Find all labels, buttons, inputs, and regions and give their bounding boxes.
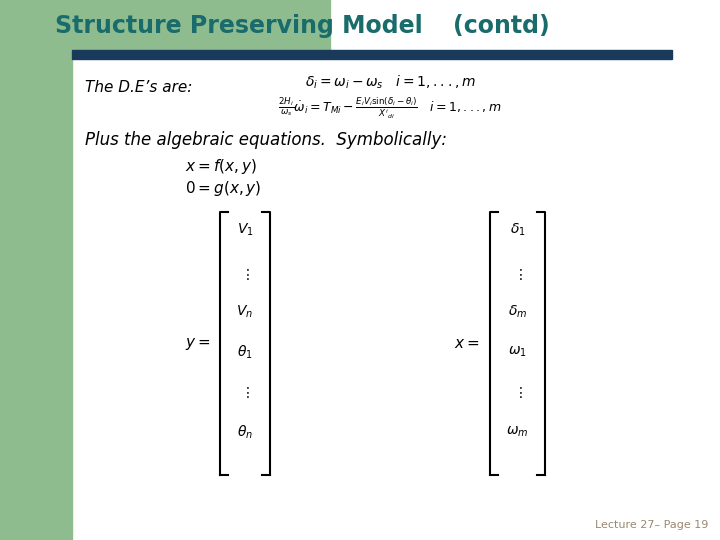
- Text: $\delta_1$: $\delta_1$: [510, 222, 526, 238]
- Bar: [72, 50, 672, 59]
- Text: $\vdots$: $\vdots$: [240, 384, 250, 400]
- Text: (contd): (contd): [453, 14, 550, 38]
- Text: $\delta_i = \omega_i - \omega_s \quad i = 1,...,m$: $\delta_i = \omega_i - \omega_s \quad i …: [305, 73, 475, 91]
- Text: $V_n$: $V_n$: [236, 304, 253, 320]
- Text: $V_1$: $V_1$: [237, 222, 253, 238]
- Text: The D.E’s are:: The D.E’s are:: [85, 80, 192, 96]
- Text: Structure Preserving Model: Structure Preserving Model: [55, 14, 423, 38]
- Text: Plus the algebraic equations.  Symbolically:: Plus the algebraic equations. Symbolical…: [85, 131, 447, 149]
- Text: $\vdots$: $\vdots$: [240, 267, 250, 281]
- Bar: [0, 0, 330, 50]
- Text: $\delta_m$: $\delta_m$: [508, 304, 527, 320]
- Text: $\vdots$: $\vdots$: [513, 384, 522, 400]
- Text: $\theta_n$: $\theta_n$: [237, 423, 253, 441]
- Text: $\theta_1$: $\theta_1$: [237, 343, 253, 361]
- Text: $\frac{2H_i}{\omega_s}\dot{\omega}_i = T_{Mi} - \frac{E_i V_i \sin(\delta_i - \t: $\frac{2H_i}{\omega_s}\dot{\omega}_i = T…: [278, 96, 502, 120]
- Text: $y = $: $y = $: [184, 335, 210, 352]
- Text: $x = $: $x = $: [454, 336, 480, 351]
- Text: $\omega_m$: $\omega_m$: [506, 425, 528, 439]
- Text: $0 = g(x, y)$: $0 = g(x, y)$: [185, 179, 261, 198]
- Text: Lecture 27– Page 19: Lecture 27– Page 19: [595, 520, 708, 530]
- Text: $\omega_1$: $\omega_1$: [508, 345, 527, 359]
- Text: $\vdots$: $\vdots$: [513, 267, 522, 281]
- Bar: [0, 0, 72, 540]
- Text: $x = f(x, y)$: $x = f(x, y)$: [185, 157, 257, 176]
